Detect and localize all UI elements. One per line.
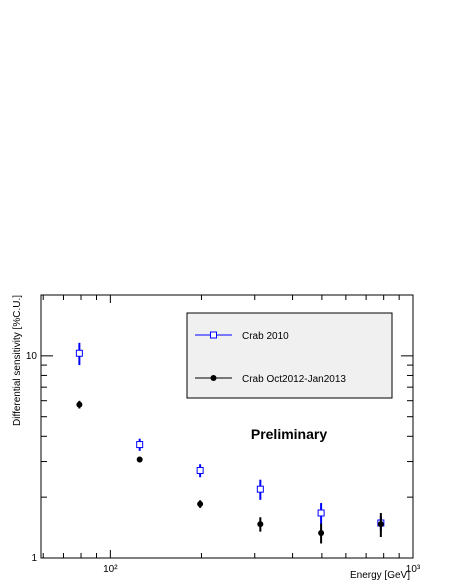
plot-frame: [40, 294, 414, 559]
x-tick-label: 10³: [406, 564, 421, 575]
x-axis-label: Energy [GeV]: [350, 570, 410, 581]
legend-box: [186, 312, 393, 399]
marker: [197, 500, 204, 507]
legend-marker: [210, 375, 217, 381]
marker: [377, 521, 384, 528]
marker: [318, 529, 325, 536]
marker: [136, 456, 143, 463]
legend-label: Crab 2010: [242, 331, 289, 342]
marker: [75, 349, 83, 357]
y-tick-label: 1: [31, 553, 37, 564]
marker: [196, 466, 204, 474]
marker: [136, 441, 144, 449]
legend-marker: [210, 331, 217, 339]
annotation: Preliminary: [251, 426, 327, 442]
y-axis-label: Differential sensitivity [%C.U.]: [12, 295, 23, 426]
y-tick-label: 10: [26, 351, 38, 362]
x-tick-label: 10²: [103, 564, 118, 575]
marker: [76, 401, 83, 408]
marker: [257, 521, 264, 528]
marker: [256, 485, 264, 493]
marker: [317, 509, 325, 517]
legend-label: Crab Oct2012-Jan2013: [242, 374, 346, 385]
